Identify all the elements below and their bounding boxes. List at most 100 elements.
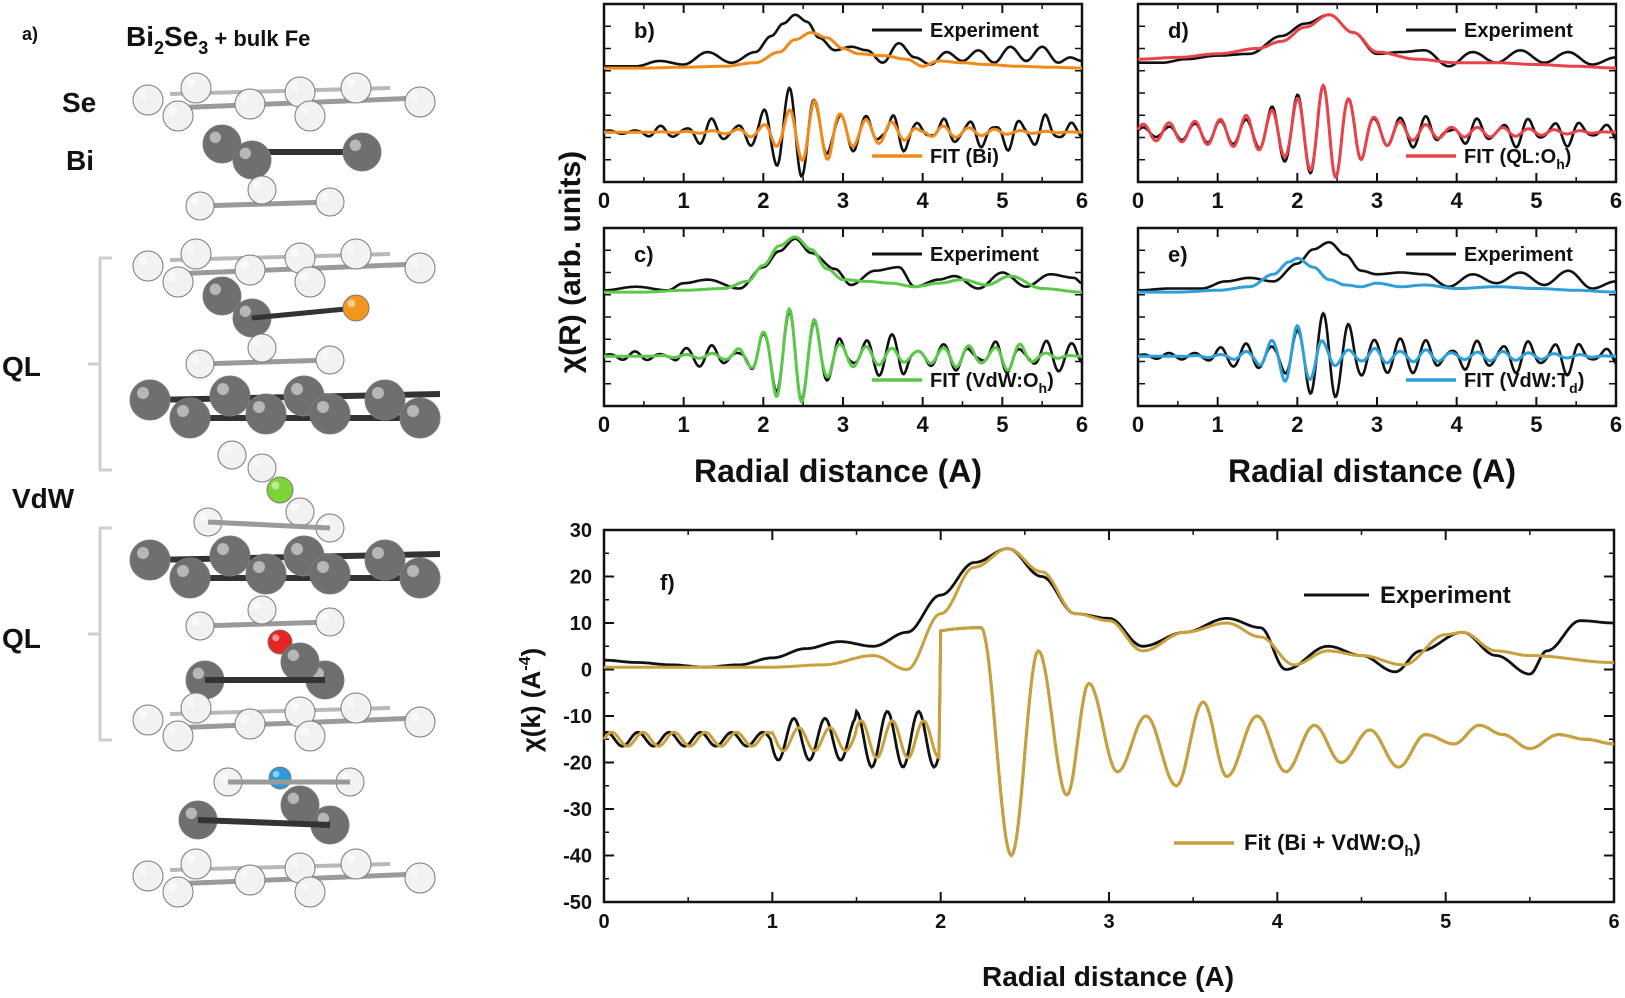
experiment-magnitude-line [604,237,1083,292]
x-tick-label: 6 [1610,412,1622,437]
se-atom-highlight [252,338,262,348]
se-atom [294,720,326,752]
ylabel-chi-r: χ(R) (arb. units) [554,151,587,373]
fe-vdw-atom-highlight [271,481,280,490]
se-atom-highlight [300,726,310,736]
bi-atom-highlight [253,401,265,413]
x-tick-label: 1 [1212,412,1224,437]
x-tick-label: 6 [1608,911,1619,933]
se-atom [162,266,194,298]
panel-label: c) [634,242,654,267]
ql-bracket-lower [88,526,112,742]
x-tick-label: 3 [1103,911,1114,933]
panel-d: 0 1 2 3 4 5 6 d) Experiment FIT (QL:Oh) [1132,2,1622,213]
y-tick-label: -20 [563,753,592,775]
bi-atom-highlight [209,131,222,144]
se-atom-highlight [222,445,232,455]
se-atom [185,191,215,221]
se-atom-highlight [410,258,420,268]
experiment-magnitude-line [604,547,1614,676]
se-atom-highlight [346,244,356,254]
se-atom [162,876,194,908]
legend-experiment-label: Experiment [1464,20,1573,42]
bi-atom-highlight [287,649,300,662]
se-atom [185,611,215,641]
se-atom-highlight [198,512,208,522]
x-tick-label: 0 [598,412,610,437]
fe-td-atom-highlight [272,770,280,778]
fit-magnitude-line [604,547,1614,672]
se-atom [404,706,436,738]
fit-magnitude-line [1138,256,1616,294]
x-tick-label: 2 [1291,188,1303,213]
se-atom [217,440,247,470]
se-atom-highlight [138,710,148,720]
x-tick-label: 4 [1451,188,1464,213]
se-atom [247,175,277,205]
se-atom [162,100,194,132]
se-atom [247,453,277,483]
fit-real-line [604,306,1082,404]
fit-real-line [1138,323,1616,383]
legend-fit-label: FIT (VdW:Oh) [930,370,1054,396]
bi-atom [399,557,441,599]
panel-f: 0 1 2 3 4 5 6 30 20 10 0 -10 -20 -30 -40 -50 f) Experimen… [563,520,1619,933]
se-atom-highlight [168,726,178,736]
se-atom-highlight [300,882,310,892]
se-atom-highlight [290,248,300,258]
se-atom-highlight [320,350,330,360]
xlabel-right: Radial distance (A) [1228,453,1516,489]
bi-atom [129,379,171,421]
panel-a-label: a) [22,24,38,44]
bi-atom [169,397,211,439]
bi-atom [364,379,406,421]
se-atom [180,692,212,724]
label-vdw: VdW [12,483,75,514]
se-atom-highlight [290,702,300,712]
bi-atom-highlight [291,383,303,395]
ylabel-chi-k: χ(k) (A-4) [516,648,546,752]
y-tick-label: 10 [570,613,592,635]
x-tick-label: 0 [1132,412,1144,437]
y-tick-label: -10 [563,706,592,728]
x-tick-label: 4 [917,412,930,437]
bi-atom [280,785,320,825]
se-atom [132,250,164,282]
se-atom-highlight [168,106,178,116]
bond [207,519,331,531]
se-atom [340,692,372,724]
y-tick-label: -50 [563,892,592,914]
bi-atom-highlight [317,401,329,413]
legend-experiment-label: Experiment [1464,244,1573,266]
se-atom [315,607,345,637]
se-atom [234,864,266,896]
se-atom-highlight [240,94,250,104]
se-atom-highlight [320,612,330,622]
x-tick-label: 3 [837,188,849,213]
se-atom [404,86,436,118]
se-atom-highlight [346,698,356,708]
se-atom [234,708,266,740]
se-atom [180,848,212,880]
se-atom-highlight [138,90,148,100]
se-atom-highlight [340,772,350,782]
se-atom-highlight [240,714,250,724]
bi-atom [129,539,171,581]
x-tick-label: 3 [837,412,849,437]
se-atom [162,720,194,752]
se-atom-highlight [410,92,420,102]
y-tick-label: -30 [563,799,592,821]
bi-atom-highlight [209,283,222,296]
se-atom-highlight [300,272,310,282]
bi-atom-highlight [239,147,252,160]
legend-experiment-label: Experiment [1380,582,1511,609]
se-atom [247,333,277,363]
se-atom-highlight [410,868,420,878]
x-tick-label: 6 [1076,188,1088,213]
legend-fit-label: Fit (Bi + VdW:Oh) [1244,830,1421,860]
se-atom-highlight [252,600,262,610]
fe-vdw-atom [266,476,294,504]
bi-atom-highlight [192,667,205,680]
x-tick-label: 2 [757,412,769,437]
label-ql-upper: QL [2,351,41,382]
